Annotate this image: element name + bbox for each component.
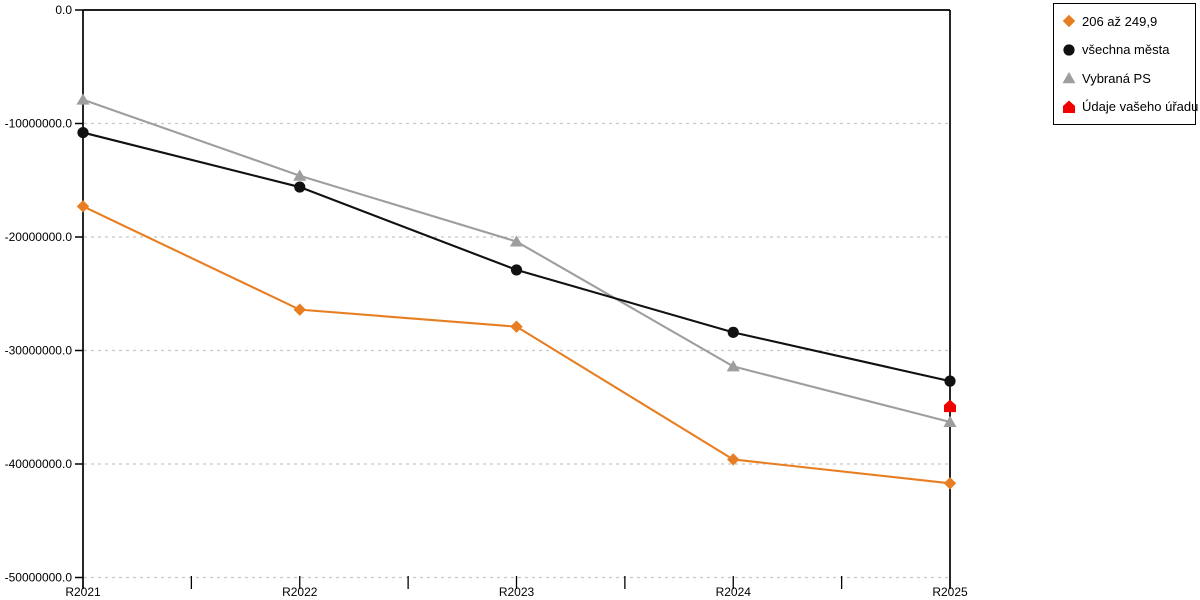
series-marker-206-az-249-9 bbox=[510, 320, 523, 333]
x-tick-label: R2024 bbox=[716, 585, 752, 599]
series-marker-vsechna-mesta bbox=[510, 264, 523, 276]
diamond-marker-icon bbox=[1062, 15, 1076, 28]
series-marker-vsechna-mesta bbox=[944, 375, 956, 387]
legend-label: Údaje vašeho úřadu bbox=[1082, 99, 1199, 115]
legend-label: všechna města bbox=[1082, 42, 1170, 58]
series-marker-udaje-vaseho-uradu bbox=[944, 399, 956, 413]
legend-item-206-az-249-9: 206 až 249,9 bbox=[1062, 14, 1193, 29]
y-tick-label: -30000000.0 bbox=[5, 344, 73, 358]
series-marker-vsechna-mesta bbox=[727, 326, 739, 338]
legend-item-udaje-vaseho-uradu: Údaje vašeho úřadu bbox=[1062, 99, 1198, 114]
x-tick-label: R2025 bbox=[932, 585, 968, 599]
x-tick-label: R2023 bbox=[499, 585, 535, 599]
legend-item-vybrana-ps: Vybraná PS bbox=[1062, 71, 1193, 86]
series-marker-vybrana-ps bbox=[293, 169, 307, 181]
series-marker-vybrana-ps bbox=[76, 93, 90, 105]
y-tick-label: -10000000.0 bbox=[5, 117, 73, 131]
legend-label: 206 až 249,9 bbox=[1082, 13, 1158, 29]
series-line-vsechna-mesta bbox=[82, 131, 951, 383]
series-marker-vybrana-ps bbox=[726, 360, 740, 372]
series-marker-vsechna-mesta bbox=[77, 126, 89, 139]
series-marker-206-az-249-9 bbox=[293, 303, 306, 316]
series-line-vybrana-ps bbox=[82, 98, 951, 424]
series-marker-vsechna-mesta bbox=[294, 181, 306, 193]
series-marker-206-az-249-9 bbox=[76, 200, 90, 213]
series-marker-vybrana-ps bbox=[943, 415, 957, 428]
series-marker-vybrana-ps bbox=[509, 235, 524, 247]
legend-item-vsechna-mesta: všechna města bbox=[1062, 42, 1193, 57]
series-marker-206-az-249-9 bbox=[943, 477, 957, 490]
y-tick-label: 0.0 bbox=[55, 3, 72, 17]
legend-label: Vybraná PS bbox=[1082, 70, 1151, 86]
y-tick-label: -20000000.0 bbox=[5, 230, 73, 244]
triangle-marker-icon bbox=[1062, 72, 1076, 84]
y-tick-label: -50000000.0 bbox=[5, 571, 73, 585]
x-tick-label: R2022 bbox=[282, 585, 318, 599]
pentagon-marker-icon bbox=[1063, 100, 1075, 113]
series-line-206-az-249-9 bbox=[82, 205, 951, 485]
x-tick-label: R2021 bbox=[65, 585, 101, 599]
legend: 206 až 249,9 všechna města Vybraná PS Údaje… bbox=[1053, 3, 1198, 125]
y-tick-label: -40000000.0 bbox=[5, 457, 73, 471]
circle-marker-icon bbox=[1063, 44, 1075, 56]
series-marker-206-az-249-9 bbox=[727, 453, 740, 466]
